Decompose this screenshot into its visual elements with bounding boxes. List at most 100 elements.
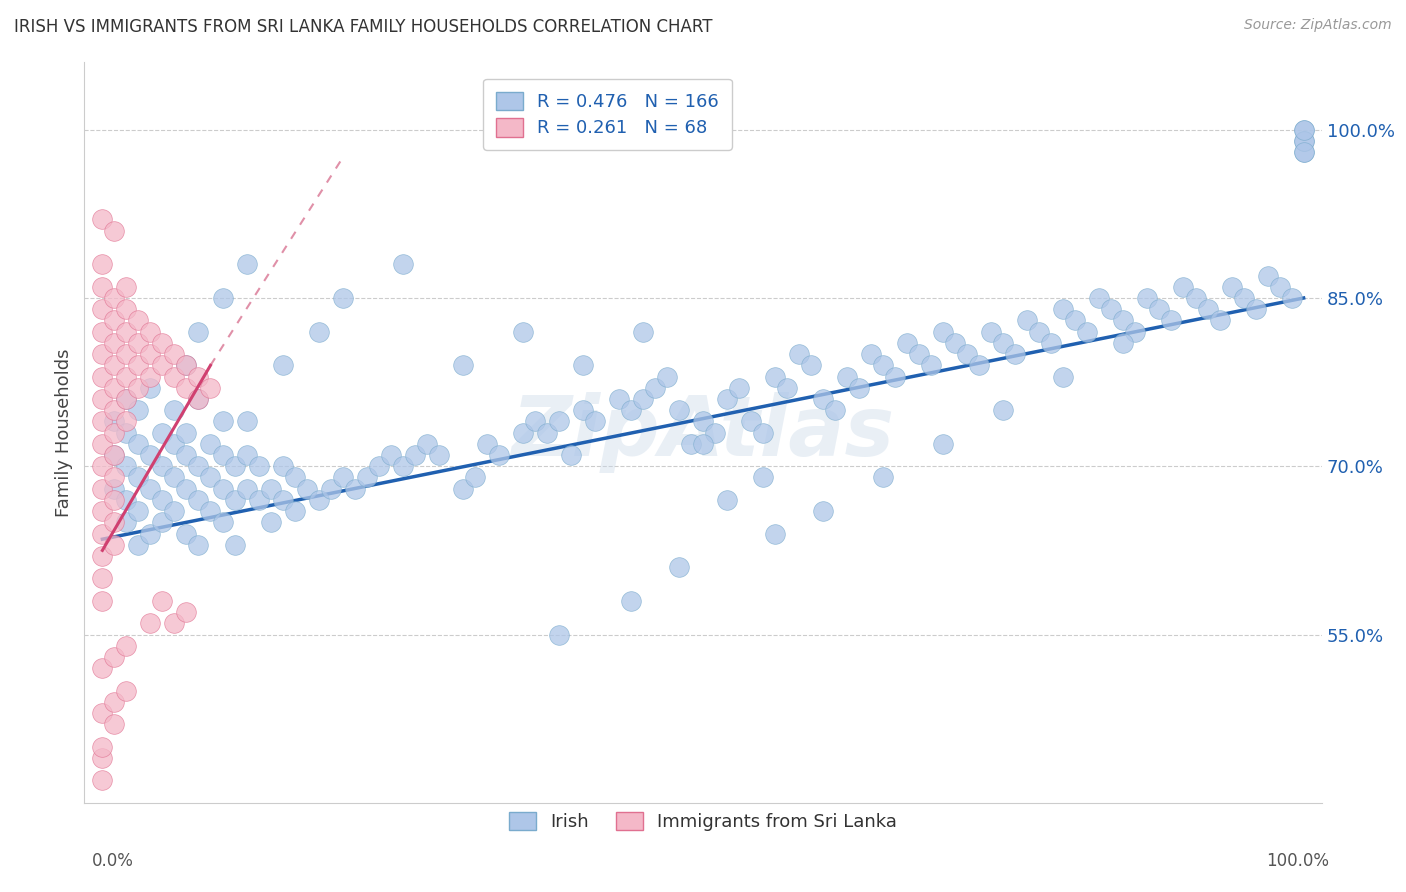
Point [572, 403, 595, 417]
Point [872, 359, 894, 373]
Point [224, 492, 246, 507]
Point [679, 437, 702, 451]
Point [91, 773, 114, 788]
Point [176, 448, 198, 462]
Point [187, 392, 209, 406]
Point [752, 425, 775, 440]
Point [103, 335, 125, 350]
Point [91, 504, 114, 518]
Point [115, 392, 138, 406]
Point [752, 470, 775, 484]
Point [91, 549, 114, 563]
Text: 0.0%: 0.0% [91, 852, 134, 870]
Point [1281, 291, 1303, 305]
Point [91, 369, 114, 384]
Point [740, 414, 762, 428]
Point [115, 369, 138, 384]
Text: IRISH VS IMMIGRANTS FROM SRI LANKA FAMILY HOUSEHOLDS CORRELATION CHART: IRISH VS IMMIGRANTS FROM SRI LANKA FAMIL… [14, 18, 713, 36]
Point [127, 359, 149, 373]
Point [91, 302, 114, 317]
Point [380, 448, 402, 462]
Point [152, 425, 174, 440]
Point [1292, 134, 1315, 148]
Point [115, 347, 138, 361]
Point [152, 459, 174, 474]
Point [152, 516, 174, 530]
Point [1292, 145, 1315, 160]
Point [91, 392, 114, 406]
Point [943, 335, 966, 350]
Point [644, 381, 666, 395]
Point [163, 347, 186, 361]
Point [692, 414, 714, 428]
Point [235, 448, 257, 462]
Point [235, 257, 257, 271]
Point [139, 369, 162, 384]
Point [1197, 302, 1219, 317]
Point [451, 359, 474, 373]
Point [176, 526, 198, 541]
Point [211, 448, 233, 462]
Point [872, 470, 894, 484]
Point [200, 470, 222, 484]
Point [91, 706, 114, 720]
Point [127, 437, 149, 451]
Point [91, 661, 114, 675]
Point [572, 359, 595, 373]
Legend: Irish, Immigrants from Sri Lanka: Irish, Immigrants from Sri Lanka [502, 805, 904, 838]
Point [332, 470, 354, 484]
Point [176, 482, 198, 496]
Point [103, 414, 125, 428]
Point [583, 414, 606, 428]
Point [91, 280, 114, 294]
Point [668, 403, 690, 417]
Point [1160, 313, 1182, 327]
Point [1136, 291, 1159, 305]
Point [163, 616, 186, 631]
Point [488, 448, 510, 462]
Point [1052, 369, 1074, 384]
Point [103, 492, 125, 507]
Point [187, 538, 209, 552]
Point [993, 403, 1015, 417]
Point [1268, 280, 1291, 294]
Point [103, 650, 125, 665]
Point [716, 392, 738, 406]
Point [523, 414, 546, 428]
Point [187, 492, 209, 507]
Point [1208, 313, 1230, 327]
Point [475, 437, 498, 451]
Text: 100.0%: 100.0% [1265, 852, 1329, 870]
Point [176, 359, 198, 373]
Point [1125, 325, 1147, 339]
Point [91, 325, 114, 339]
Point [1004, 347, 1026, 361]
Point [115, 414, 138, 428]
Point [536, 425, 558, 440]
Point [103, 313, 125, 327]
Point [763, 369, 786, 384]
Point [103, 403, 125, 417]
Point [115, 459, 138, 474]
Point [969, 359, 991, 373]
Point [284, 470, 307, 484]
Point [211, 414, 233, 428]
Point [103, 695, 125, 709]
Point [139, 347, 162, 361]
Point [811, 504, 834, 518]
Point [224, 538, 246, 552]
Point [163, 437, 186, 451]
Point [103, 516, 125, 530]
Text: ZipAtlas: ZipAtlas [512, 392, 894, 473]
Point [259, 516, 281, 530]
Point [152, 359, 174, 373]
Point [235, 482, 257, 496]
Point [692, 437, 714, 451]
Point [1257, 268, 1279, 283]
Point [176, 381, 198, 395]
Point [1292, 122, 1315, 136]
Point [103, 448, 125, 462]
Point [391, 257, 413, 271]
Point [1017, 313, 1039, 327]
Point [271, 459, 294, 474]
